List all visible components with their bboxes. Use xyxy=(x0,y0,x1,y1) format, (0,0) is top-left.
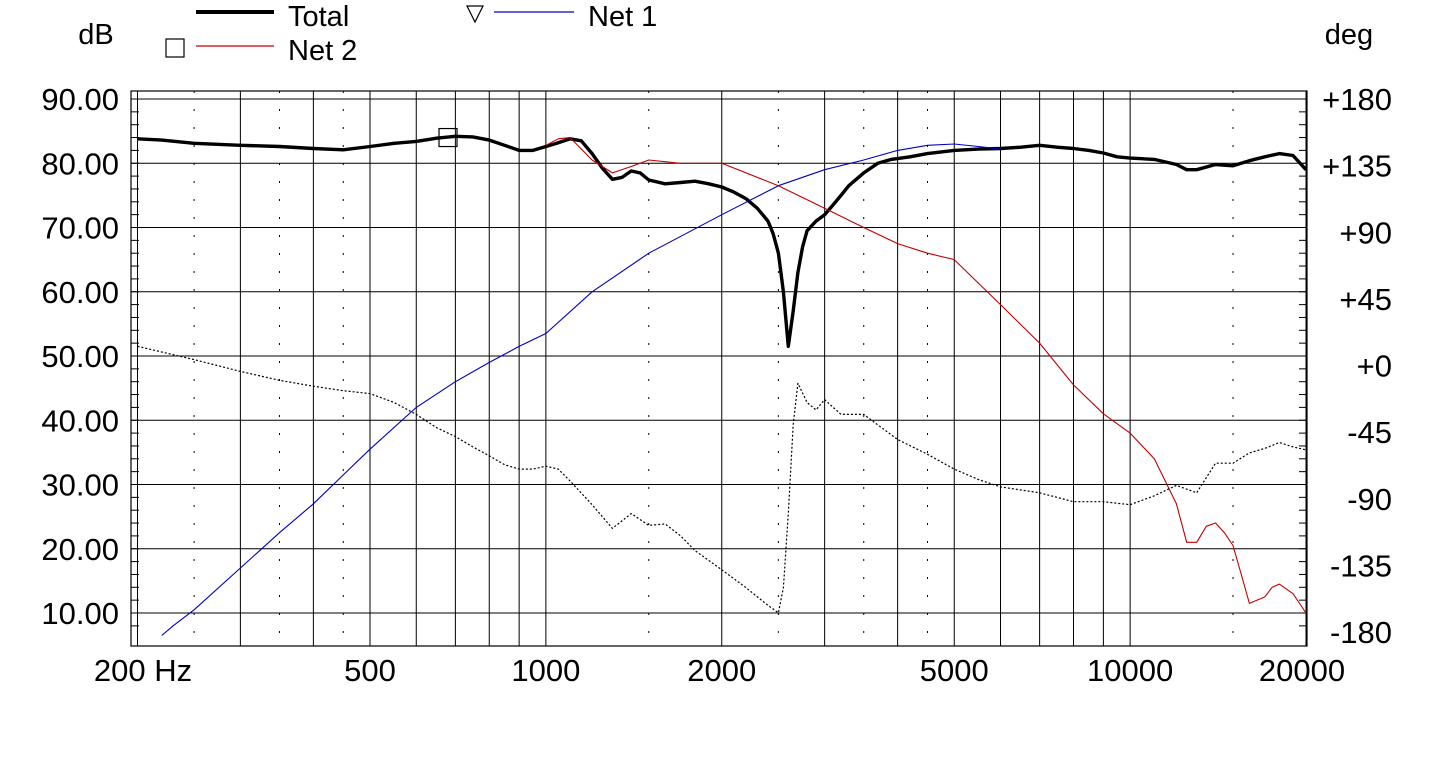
y-left-tick-label: 20.00 xyxy=(41,532,119,567)
y-right-tick-label: +180 xyxy=(1322,82,1392,117)
plot-frame xyxy=(130,90,1308,647)
legend-marker-square xyxy=(165,38,185,58)
y-right-tick-label: +0 xyxy=(1357,349,1392,384)
net2-curve-marker xyxy=(438,127,458,148)
legend-marker-triangle xyxy=(466,5,484,24)
x-tick-label: 20000 xyxy=(1259,653,1345,688)
series-line-total-phase xyxy=(137,345,1307,614)
x-tick-label: 2000 xyxy=(687,653,756,688)
series-line-net-1 xyxy=(161,143,1001,636)
x-tick-label: 500 xyxy=(344,653,396,688)
x-tick-label: 5000 xyxy=(920,653,989,688)
x-tick-label: 200 Hz xyxy=(94,653,192,688)
y-left-tick-label: 60.00 xyxy=(41,275,119,310)
y-left-tick-label: 80.00 xyxy=(41,146,119,181)
y-right-tick-label: -180 xyxy=(1330,615,1392,650)
y-left-tick-label: 30.00 xyxy=(41,468,119,503)
legend-label: Net 2 xyxy=(288,35,357,67)
y-right-unit: deg xyxy=(1325,19,1373,51)
y-left-tick-label: 50.00 xyxy=(41,339,119,374)
y-right-tick-label: +45 xyxy=(1339,282,1392,317)
y-right-tick-label: -135 xyxy=(1330,548,1392,583)
y-left-tick-label: 10.00 xyxy=(41,596,119,631)
y-left-tick-label: 70.00 xyxy=(41,211,119,246)
legend-label: Total xyxy=(288,1,349,33)
series-line-net-2 xyxy=(545,137,1307,614)
y-left-tick-label: 40.00 xyxy=(41,403,119,438)
y-left-tick-label: 90.00 xyxy=(41,82,119,117)
legend-label: Net 1 xyxy=(588,1,657,33)
x-tick-label: 10000 xyxy=(1087,653,1173,688)
y-right-tick-label: -90 xyxy=(1347,482,1392,517)
series-line-total xyxy=(137,134,1308,349)
series-layer xyxy=(137,127,1308,636)
y-right-tick-label: -45 xyxy=(1347,415,1392,450)
legend: Total Net 1 Net 2 xyxy=(165,1,657,67)
y-right-tick-label: +135 xyxy=(1322,149,1392,184)
y-right-tick-label: +90 xyxy=(1339,215,1392,250)
x-tick-label: 1000 xyxy=(511,653,580,688)
grid xyxy=(131,91,1307,646)
axis-labels: 200 Hz 500 1000 2000 5000 10000 20000 90.00 80.0… xyxy=(41,19,1392,688)
y-left-unit: dB xyxy=(78,19,113,51)
